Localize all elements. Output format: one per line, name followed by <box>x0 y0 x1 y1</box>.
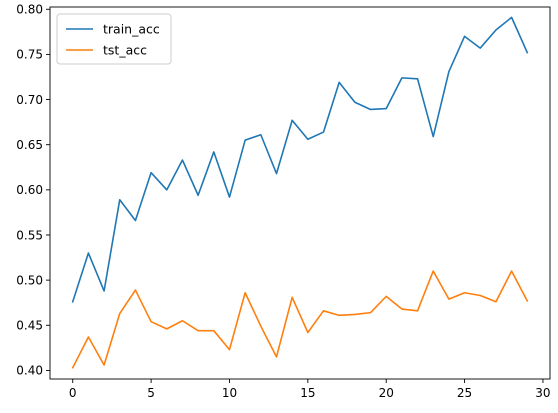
x-tick-label: 10 <box>222 386 237 400</box>
x-tick-label: 15 <box>300 386 315 400</box>
series-line-tst_acc <box>71 270 529 369</box>
y-tick-label: 0.60 <box>16 183 43 197</box>
y-tick-label: 0.55 <box>16 228 43 242</box>
x-tick-label: 30 <box>535 386 550 400</box>
x-tick-label: 25 <box>457 386 472 400</box>
legend-label-tst_acc: tst_acc <box>103 43 147 58</box>
y-tick-label: 0.70 <box>16 93 43 107</box>
x-tick-label: 5 <box>147 386 155 400</box>
x-tick-label: 20 <box>379 386 394 400</box>
y-tick-label: 0.80 <box>16 3 43 17</box>
axes-layer: 0 5 10 15 20 25 30 0.40 0.45 0.50 0.55 0.60 0.65 0.70… <box>16 3 550 400</box>
y-tick-label: 0.45 <box>16 319 43 333</box>
y-tick-label: 0.50 <box>16 273 43 287</box>
x-tick-label: 0 <box>69 386 77 400</box>
y-tick-label: 0.75 <box>16 48 43 62</box>
plot-frame <box>49 6 551 380</box>
legend-label-train_acc: train_acc <box>103 22 160 37</box>
legend: train_acc tst_acc <box>56 13 172 65</box>
series-line-train_acc <box>71 16 529 303</box>
y-tick-label: 0.65 <box>16 138 43 152</box>
y-tick-label: 0.40 <box>16 364 43 378</box>
legend-box <box>56 13 172 65</box>
series-layer <box>71 16 529 369</box>
